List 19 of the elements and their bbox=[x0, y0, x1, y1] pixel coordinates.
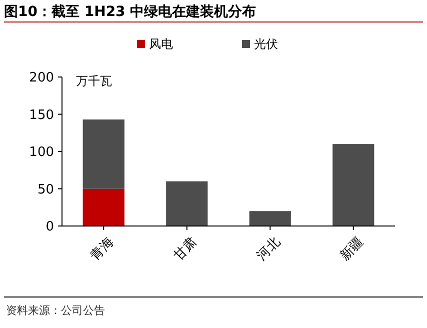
text: 资料来源：公司公告 bbox=[6, 304, 105, 317]
x-tick-label: 新疆 bbox=[338, 234, 367, 264]
y-tick-label: 0 bbox=[46, 220, 54, 235]
bar bbox=[166, 181, 208, 226]
bar bbox=[249, 211, 291, 226]
y-axis-title: 万千瓦 bbox=[76, 74, 112, 88]
chart-title: 图10：截至 1H23 中绿电在建装机分布 bbox=[4, 4, 256, 20]
y-tick-label: 200 bbox=[29, 70, 54, 86]
bar bbox=[332, 144, 374, 226]
x-tick-label: 河北 bbox=[254, 234, 284, 264]
legend-label: 风电 bbox=[149, 37, 173, 51]
bar bbox=[82, 119, 124, 189]
x-tick-label: 甘肃 bbox=[171, 234, 200, 264]
legend-label: 光伏 bbox=[254, 37, 278, 51]
x-tick-label: 青海 bbox=[88, 234, 117, 264]
y-tick-label: 50 bbox=[37, 182, 54, 198]
y-tick-label: 100 bbox=[29, 145, 54, 160]
y-tick-label: 150 bbox=[29, 108, 54, 123]
bar bbox=[82, 188, 124, 226]
